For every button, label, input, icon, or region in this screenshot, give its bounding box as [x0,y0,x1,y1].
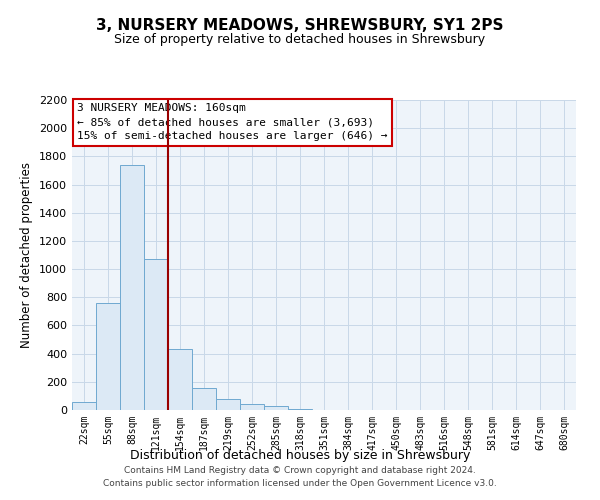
Bar [216,398,240,410]
Bar [240,404,264,410]
Bar [144,259,168,410]
Text: 3 NURSERY MEADOWS: 160sqm
← 85% of detached houses are smaller (3,693)
15% of se: 3 NURSERY MEADOWS: 160sqm ← 85% of detac… [77,103,388,141]
Text: Distribution of detached houses by size in Shrewsbury: Distribution of detached houses by size … [130,448,470,462]
Bar [264,406,288,410]
Bar [120,165,144,410]
Bar [168,350,192,410]
Text: Contains HM Land Registry data © Crown copyright and database right 2024.
Contai: Contains HM Land Registry data © Crown c… [103,466,497,487]
Bar [72,402,96,410]
Text: Size of property relative to detached houses in Shrewsbury: Size of property relative to detached ho… [115,32,485,46]
Bar [192,388,216,410]
Bar [96,303,120,410]
Y-axis label: Number of detached properties: Number of detached properties [20,162,34,348]
Text: 3, NURSERY MEADOWS, SHREWSBURY, SY1 2PS: 3, NURSERY MEADOWS, SHREWSBURY, SY1 2PS [96,18,504,32]
